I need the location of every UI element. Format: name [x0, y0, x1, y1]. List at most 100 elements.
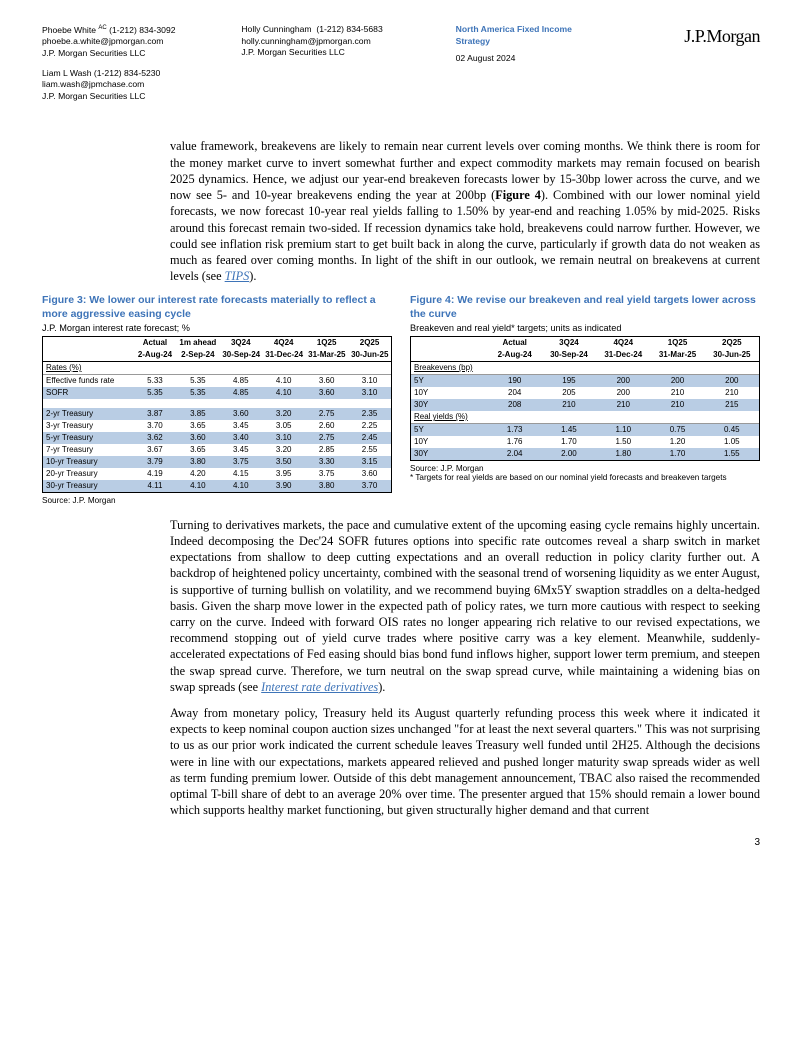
figure-3-table: Actual1m ahead3Q244Q241Q252Q25 2-Aug-242…	[43, 337, 391, 492]
table-section-label: Rates (%)	[43, 361, 391, 374]
table-section-label: Real yields (%)	[411, 411, 759, 424]
table-section-row: Breakevens (bp)	[411, 361, 759, 374]
table-cell: 1.50	[596, 436, 650, 448]
table-cell: 1.10	[596, 423, 650, 436]
contact-name: Holly Cunningham	[241, 24, 311, 34]
table-cell: 200	[596, 374, 650, 387]
table-header-cell: 2-Aug-24	[488, 349, 542, 362]
table-cell: 1.76	[488, 436, 542, 448]
row-label: 7-yr Treasury	[43, 444, 133, 456]
row-label: 5-yr Treasury	[43, 432, 133, 444]
table-header-cell: 2Q25	[348, 337, 391, 349]
page-header: Phoebe White AC (1-212) 834-3092 phoebe.…	[42, 24, 760, 110]
tips-link[interactable]: TIPS	[225, 269, 250, 283]
contact-org: J.P. Morgan Securities LLC	[42, 91, 146, 101]
table-header-row: Actual3Q244Q241Q252Q25	[411, 337, 759, 349]
body-paragraph-1: value framework, breakevens are likely t…	[170, 138, 760, 284]
contacts-col-1: Phoebe White AC (1-212) 834-3092 phoebe.…	[42, 24, 207, 110]
contact-block: Phoebe White AC (1-212) 834-3092 phoebe.…	[42, 24, 207, 60]
table-cell: 3.60	[219, 408, 262, 420]
figure-4-source: Source: J.P. Morgan	[410, 464, 760, 473]
table-cell: 5.35	[133, 387, 176, 399]
table-cell: 3.67	[133, 444, 176, 456]
figure-4-footnote: * Targets for real yields are based on o…	[410, 473, 760, 482]
table-cell: 1.73	[488, 423, 542, 436]
table-cell: 3.05	[262, 420, 305, 432]
table-row: Effective funds rate5.335.354.854.103.60…	[43, 374, 391, 387]
para2-post: ).	[378, 680, 385, 694]
table-cell: 1.55	[705, 448, 759, 460]
table-cell: 3.10	[262, 432, 305, 444]
row-label: 2-yr Treasury	[43, 408, 133, 420]
body-paragraph-2: Turning to derivatives markets, the pace…	[170, 517, 760, 695]
table-cell: 2.25	[348, 420, 391, 432]
table-header-cell: 2-Sep-24	[176, 349, 219, 362]
contacts-col-2: Holly Cunningham (1-212) 834-5683 holly.…	[241, 24, 421, 67]
table-cell: 5.33	[133, 374, 176, 387]
table-cell: 3.62	[133, 432, 176, 444]
table-cell: 2.00	[542, 448, 596, 460]
figure-4-title: Figure 4: We revise our breakeven and re…	[410, 294, 760, 320]
para1-mid: ). Combined with our lower nominal yield…	[170, 188, 760, 283]
table-cell: 4.10	[219, 480, 262, 492]
figure-3-title: Figure 3: We lower our interest rate for…	[42, 294, 392, 320]
table-header-cell: 30-Jun-25	[705, 349, 759, 362]
table-row: 5Y190195200200200	[411, 374, 759, 387]
jpmorgan-logo: J.P.Morgan	[640, 24, 760, 48]
table-header-row: 2-Aug-2430-Sep-2431-Dec-2431-Mar-2530-Ju…	[411, 349, 759, 362]
contact-email: liam.wash@jpmchase.com	[42, 79, 144, 89]
table-cell: 204	[488, 387, 542, 399]
doc-date: 02 August 2024	[456, 53, 606, 65]
row-label: 5Y	[411, 423, 488, 436]
table-cell: 1.20	[650, 436, 704, 448]
para1-bold: Figure 4	[495, 188, 541, 202]
row-label: 3-yr Treasury	[43, 420, 133, 432]
contact-block: Liam L Wash (1-212) 834-5230 liam.wash@j…	[42, 68, 207, 103]
table-cell: 3.95	[262, 468, 305, 480]
table-header-cell: 3Q24	[542, 337, 596, 349]
table-header-cell: 30-Sep-24	[542, 349, 596, 362]
table-row: 2-yr Treasury3.873.853.603.202.752.35	[43, 408, 391, 420]
table-header-cell: 4Q24	[596, 337, 650, 349]
table-header-cell: 3Q24	[219, 337, 262, 349]
table-section-row: Real yields (%)	[411, 411, 759, 424]
table-row: 30-yr Treasury4.114.104.103.903.803.70	[43, 480, 391, 492]
table-cell: 4.10	[176, 480, 219, 492]
table-cell: 210	[705, 387, 759, 399]
table-section-row: Rates (%)	[43, 361, 391, 374]
body-paragraph-3: Away from monetary policy, Treasury held…	[170, 705, 760, 819]
table-header-cell: 1Q25	[650, 337, 704, 349]
table-cell: 210	[650, 387, 704, 399]
contact-phone: (1-212) 834-5230	[94, 68, 160, 78]
table-cell: 5.35	[176, 387, 219, 399]
table-cell: 3.40	[219, 432, 262, 444]
contact-phone: (1-212) 834-5683	[316, 24, 382, 34]
table-cell: 210	[542, 399, 596, 411]
row-label: 30Y	[411, 448, 488, 460]
table-cell: 215	[705, 399, 759, 411]
table-cell: 210	[596, 399, 650, 411]
interest-rate-derivatives-link[interactable]: Interest rate derivatives	[261, 680, 378, 694]
page-number: 3	[42, 837, 760, 848]
spacer-cell	[43, 399, 391, 408]
table-row: 10Y1.761.701.501.201.05	[411, 436, 759, 448]
table-cell: 1.70	[542, 436, 596, 448]
table-cell: 200	[650, 374, 704, 387]
table-cell: 3.75	[219, 456, 262, 468]
doc-title: North America Fixed Income Strategy	[456, 24, 606, 47]
table-cell: 3.75	[305, 468, 348, 480]
table-header-cell	[43, 349, 133, 362]
contact-name: Liam L Wash	[42, 68, 92, 78]
contact-email: holly.cunningham@jpmorgan.com	[241, 36, 370, 46]
table-spacer-row	[43, 399, 391, 408]
figure-4-subtitle: Breakeven and real yield* targets; units…	[410, 323, 760, 333]
table-row: SOFR5.355.354.854.103.603.10	[43, 387, 391, 399]
table-cell: 1.70	[650, 448, 704, 460]
table-cell: 3.70	[348, 480, 391, 492]
table-header-cell: 31-Dec-24	[596, 349, 650, 362]
table-cell: 3.15	[348, 456, 391, 468]
table-row: 10-yr Treasury3.793.803.753.503.303.15	[43, 456, 391, 468]
row-label: 30-yr Treasury	[43, 480, 133, 492]
figure-3-subtitle: J.P. Morgan interest rate forecast; %	[42, 323, 392, 333]
table-row: 7-yr Treasury3.673.653.453.202.852.55	[43, 444, 391, 456]
